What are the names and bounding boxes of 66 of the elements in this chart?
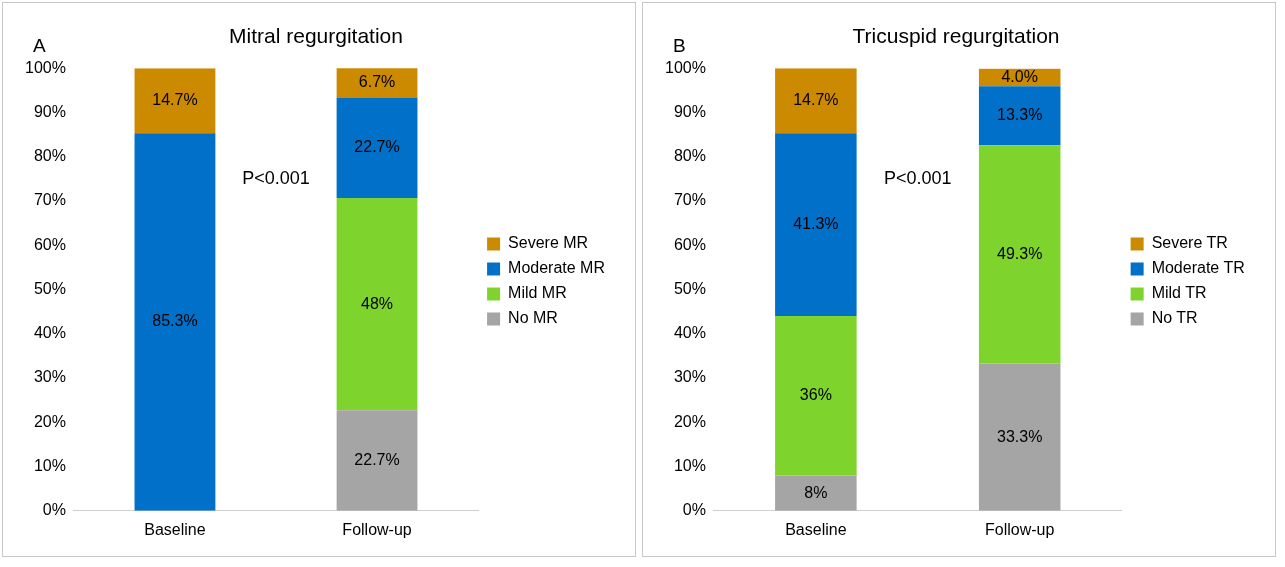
bar [336, 410, 418, 511]
data-label: 8% [804, 483, 828, 501]
bar [134, 133, 216, 511]
legend-label: Moderate MR [508, 259, 605, 277]
y-tick-label: 10% [33, 456, 66, 474]
bar [978, 86, 1061, 146]
annotation: P<0.001 [884, 167, 952, 188]
bar [978, 145, 1061, 364]
y-tick-label: 90% [673, 102, 706, 120]
legend-label: No TR [1151, 309, 1198, 327]
chart-title: Tricuspid regurgitation [852, 24, 1060, 48]
legend-label: Severe TR [1151, 234, 1228, 252]
y-tick-label: 40% [33, 324, 66, 342]
bar [134, 68, 216, 134]
data-label: 85.3% [152, 312, 198, 330]
x-tick-label: Baseline [785, 520, 847, 538]
x-tick-label: Follow-up [342, 520, 412, 538]
data-label: 41.3% [793, 215, 839, 233]
text: B [673, 35, 686, 57]
data-label: 49.3% [997, 244, 1043, 262]
data-label: 6.7% [358, 72, 396, 90]
text: A [33, 35, 46, 57]
y-tick-label: 20% [673, 412, 706, 430]
data-label: 22.7% [354, 138, 400, 156]
data-label: 14.7% [793, 91, 839, 109]
chart-title: Mitral regurgitation [229, 24, 403, 48]
y-tick-label: 80% [673, 147, 706, 165]
legend-label: Mild TR [1151, 284, 1207, 302]
data-label: 22.7% [354, 450, 400, 468]
y-tick-label: 10% [673, 456, 706, 474]
y-tick-label: 100% [25, 58, 66, 76]
bar [775, 316, 857, 476]
bar [775, 475, 857, 511]
y-tick-label: 50% [673, 279, 706, 297]
bar [978, 363, 1061, 511]
x-tick-label: Baseline [144, 520, 206, 538]
y-tick-label: 50% [33, 279, 66, 297]
y-tick-label: 60% [673, 235, 706, 253]
data-label: 48% [361, 294, 394, 312]
x-tick-label: Follow-up [985, 520, 1055, 538]
bar [336, 97, 418, 198]
legend-label: No MR [508, 309, 558, 327]
data-label: 13.3% [997, 106, 1043, 124]
bar [336, 197, 418, 411]
y-tick-label: 70% [673, 191, 706, 209]
y-tick-label: 90% [33, 102, 66, 120]
y-tick-label: 70% [33, 191, 66, 209]
legend-label: Moderate TR [1151, 259, 1245, 277]
y-tick-label: 80% [33, 147, 66, 165]
annotation: P<0.001 [242, 167, 310, 188]
y-tick-label: 30% [33, 368, 66, 386]
y-tick-label: 60% [33, 235, 66, 253]
data-label: 4.0% [1001, 67, 1038, 85]
bar [775, 133, 857, 317]
data-label: 33.3% [997, 427, 1043, 445]
y-tick-label: 20% [33, 412, 66, 430]
y-tick-label: 100% [665, 58, 706, 76]
bar [775, 68, 857, 134]
y-tick-label: 40% [673, 324, 706, 342]
y-tick-label: 0% [42, 501, 66, 519]
data-label: 14.7% [152, 91, 198, 109]
y-tick-label: 30% [673, 368, 706, 386]
legend-label: Severe MR [508, 234, 589, 252]
legend-label: Mild MR [508, 284, 567, 302]
y-tick-label: 0% [682, 501, 706, 519]
data-label: 36% [799, 386, 832, 404]
